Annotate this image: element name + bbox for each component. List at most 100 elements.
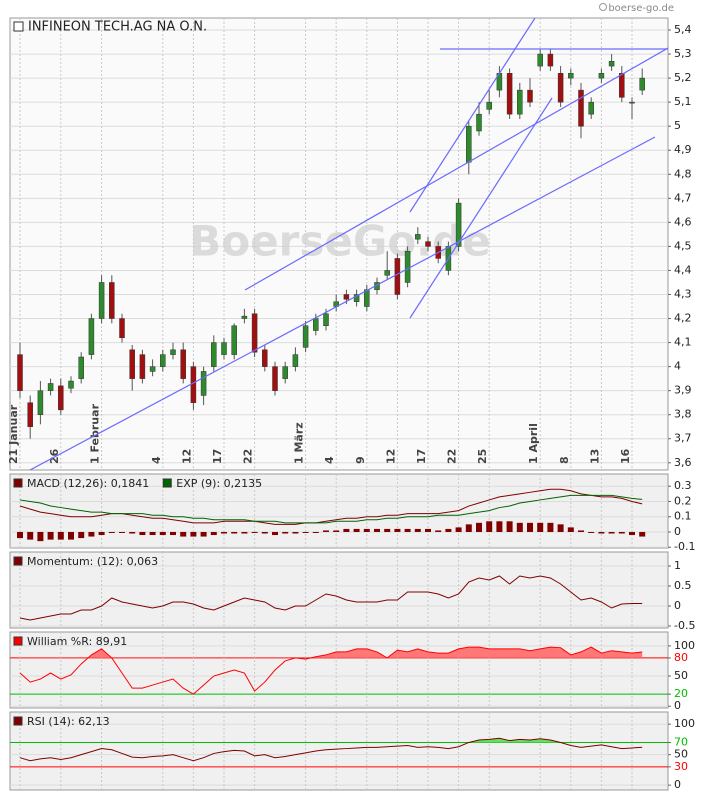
candle-body	[302, 325, 309, 348]
histogram-bar	[598, 531, 605, 534]
candle-body	[149, 366, 156, 372]
y-tick-label: 5	[674, 119, 681, 132]
watermark: BoerseGo.de	[189, 217, 490, 266]
y-tick-label: 80	[674, 651, 688, 664]
legend-swatch	[13, 556, 23, 566]
y-tick-label: 0.3	[674, 479, 692, 492]
histogram-bar	[384, 528, 391, 532]
histogram-bar	[527, 522, 533, 532]
histogram-bar	[292, 531, 299, 534]
histogram-bar	[129, 531, 136, 534]
histogram-bar	[506, 521, 513, 532]
candle-body	[557, 73, 564, 103]
histogram-bar	[190, 531, 197, 537]
histogram-bar	[445, 528, 452, 532]
trend-line	[29, 136, 656, 470]
histogram-bar	[47, 531, 54, 540]
candle-body	[98, 282, 105, 319]
y-tick-label: 5,1	[674, 95, 692, 108]
x-tick-label: 25	[476, 449, 489, 464]
candle-body	[639, 77, 645, 91]
histogram-bar	[353, 528, 360, 532]
legend-swatch	[13, 478, 23, 488]
x-tick-label: 22	[446, 449, 459, 464]
candle-body	[619, 73, 625, 98]
candle-body	[47, 383, 54, 391]
candle-body	[262, 349, 268, 367]
candle-body	[394, 258, 401, 295]
legend-label: EXP (9): 0,2135	[176, 477, 262, 490]
histogram-bar	[221, 531, 227, 534]
candle-body	[598, 73, 605, 79]
x-tick-label: 22	[242, 449, 255, 464]
x-tick-label: 1 Februar	[89, 403, 102, 464]
histogram-bar	[231, 531, 238, 534]
indicator-line	[19, 575, 643, 621]
y-tick-label: 50	[674, 748, 688, 761]
histogram-bar	[119, 531, 125, 533]
candle-body	[190, 366, 197, 403]
y-tick-label: 4,3	[674, 287, 692, 300]
y-tick-label: 4,7	[674, 191, 692, 204]
histogram-bar	[261, 531, 268, 534]
candle-body	[527, 89, 533, 103]
indicator-line	[19, 646, 643, 695]
legend-swatch	[162, 478, 172, 488]
y-tick-label: 0.5	[674, 579, 692, 592]
candle-body	[139, 354, 146, 379]
y-tick-label: 3,9	[674, 384, 692, 397]
y-tick-label: 3,8	[674, 408, 692, 421]
candle-body	[323, 313, 329, 326]
histogram-bar	[547, 522, 554, 532]
legend-label: William %R: 89,91	[27, 635, 127, 648]
histogram-bar	[414, 528, 421, 532]
candle-body	[37, 390, 44, 415]
y-tick-label: 3,6	[674, 456, 692, 469]
legend-label: MACD (12,26): 0,1841	[27, 477, 149, 490]
legend-swatch	[13, 716, 23, 726]
x-tick-label: 4	[150, 456, 163, 464]
histogram-bar	[639, 531, 646, 537]
histogram-bar	[108, 531, 115, 533]
candle-body	[292, 354, 299, 367]
candle-body	[17, 354, 23, 391]
histogram-bar	[282, 531, 289, 534]
histogram-bar	[516, 522, 523, 532]
candle-body	[180, 349, 186, 379]
y-tick-label: 0	[674, 599, 681, 612]
y-tick-label: 5,4	[674, 23, 692, 36]
histogram-bar	[567, 527, 574, 532]
candle-body	[455, 202, 462, 247]
candle-body	[160, 354, 166, 367]
histogram-bar	[608, 531, 615, 534]
candle-body	[537, 53, 543, 67]
candle-body	[58, 385, 64, 411]
x-tick-label: 1 März	[293, 422, 306, 464]
panel	[9, 551, 669, 629]
candle-body	[588, 101, 594, 115]
trend-line	[409, 97, 553, 319]
histogram-bar	[557, 524, 564, 532]
y-tick-label: 4,6	[674, 215, 692, 228]
y-tick-label: 0.2	[674, 494, 692, 507]
y-tick-label: 4,9	[674, 143, 692, 156]
candle-body	[68, 380, 74, 389]
legend-label: Momentum: (12): 0,063	[27, 555, 158, 568]
source: boerse-go.de	[608, 3, 674, 14]
y-tick-label: 0	[674, 778, 681, 791]
y-tick-label: 30	[674, 760, 688, 773]
x-tick-label: 8	[558, 456, 571, 464]
x-tick-label: 13	[588, 449, 601, 464]
candle-body	[170, 349, 176, 355]
candle-body	[404, 250, 411, 283]
candle-body	[486, 101, 492, 110]
candle-body	[517, 89, 523, 115]
y-tick-label: 4,8	[674, 167, 692, 180]
histogram-bar	[363, 528, 370, 532]
candle-body	[608, 61, 615, 67]
candle-body	[231, 325, 237, 355]
trend-lines	[29, 18, 668, 470]
histogram-bar	[618, 531, 625, 534]
histogram-bar	[588, 531, 595, 533]
histogram-bar	[149, 531, 156, 536]
